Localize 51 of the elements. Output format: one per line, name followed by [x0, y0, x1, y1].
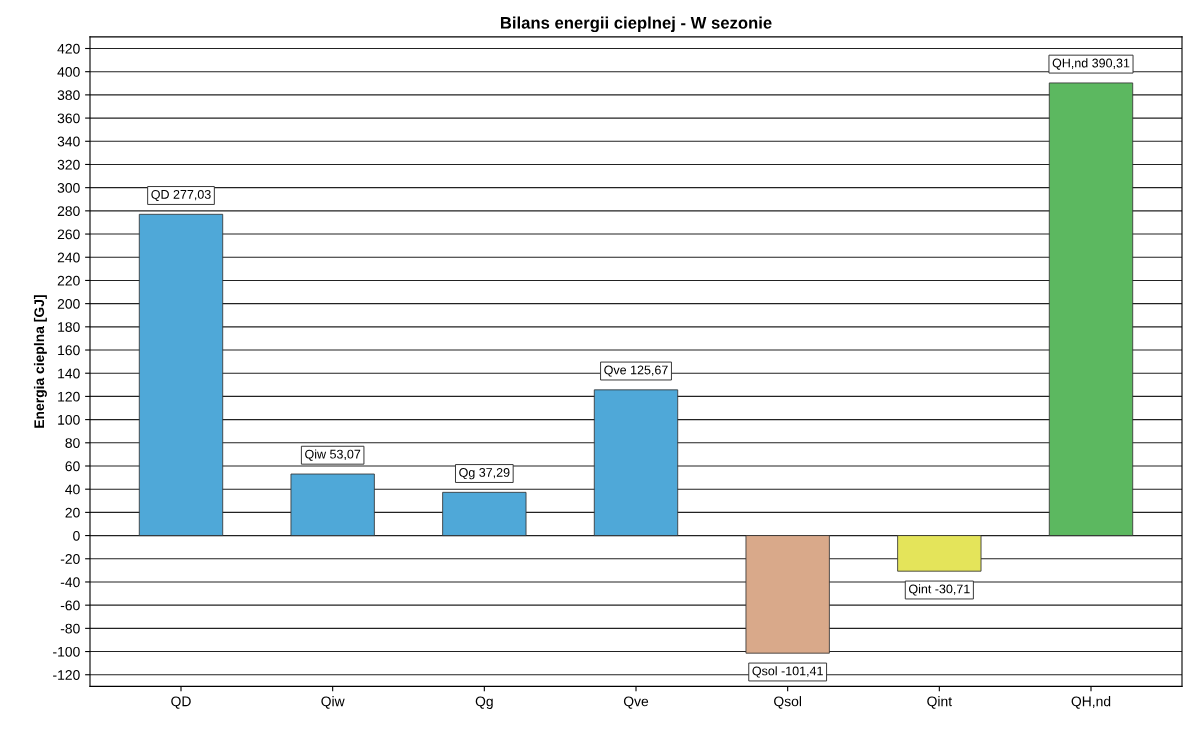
data-label: Qint -30,71 [909, 584, 970, 596]
y-tick-label: 340 [57, 136, 80, 147]
bar [1048, 82, 1134, 536]
x-tick-label: Qiw [321, 696, 345, 709]
y-tick-label: 320 [57, 159, 80, 170]
bar [745, 535, 830, 654]
data-label: Qve 125,67 [604, 365, 668, 377]
y-tick-label: 420 [57, 43, 80, 54]
y-tick-label: 180 [58, 322, 80, 332]
data-label: Qg 37,29 [459, 468, 510, 480]
bar [593, 389, 679, 536]
y-tick-label: -80 [60, 623, 80, 634]
y-tick-label: 240 [57, 252, 80, 263]
chart-title: Bilans energii cieplnej - W sezonie [500, 16, 772, 33]
y-tick-label: -100 [53, 646, 80, 657]
y-tick-label: 380 [57, 90, 80, 101]
bar [290, 473, 375, 536]
x-tick-label: Qint [927, 696, 952, 709]
y-tick-label: 300 [57, 183, 80, 193]
y-tick-label: 100 [58, 414, 80, 425]
y-tick-label: 200 [57, 298, 80, 309]
y-tick-label: 140 [58, 368, 80, 379]
bar [442, 491, 527, 536]
y-tick-label: -40 [60, 577, 80, 588]
y-tick-label: 120 [58, 391, 80, 402]
y-tick-label: 160 [58, 345, 80, 356]
x-tick-label: Qg [475, 696, 493, 710]
y-tick-label: 360 [57, 113, 80, 124]
y-tick-label: -120 [53, 670, 80, 680]
y-tick-label: 60 [65, 461, 80, 472]
x-tick-label: Qsol [774, 696, 802, 709]
y-tick-label: 260 [57, 229, 80, 240]
y-tick-label: 0 [73, 530, 80, 541]
data-label: QH,nd 390,31 [1052, 58, 1130, 70]
y-tick-label: 40 [65, 484, 80, 495]
data-label: QD 277,03 [151, 189, 211, 202]
y-tick-label: -20 [60, 554, 80, 564]
y-tick-label: 20 [65, 507, 80, 518]
y-tick-label: -60 [60, 600, 80, 611]
x-tick-label: QD [171, 696, 191, 709]
data-label: Qiw 53,07 [305, 449, 361, 461]
bar [138, 213, 224, 536]
x-tick-label: Qve [623, 696, 649, 709]
y-tick-label: 280 [57, 206, 80, 217]
y-tick-label: 220 [57, 275, 80, 286]
data-label: Qsol -101,41 [752, 666, 823, 678]
y-axis-title: Energia cieplna [GJ] [33, 295, 47, 428]
y-tick-label: 80 [65, 438, 80, 448]
bar [897, 535, 982, 572]
y-tick-label: 400 [57, 67, 80, 77]
x-tick-label: QH,nd [1071, 696, 1111, 709]
